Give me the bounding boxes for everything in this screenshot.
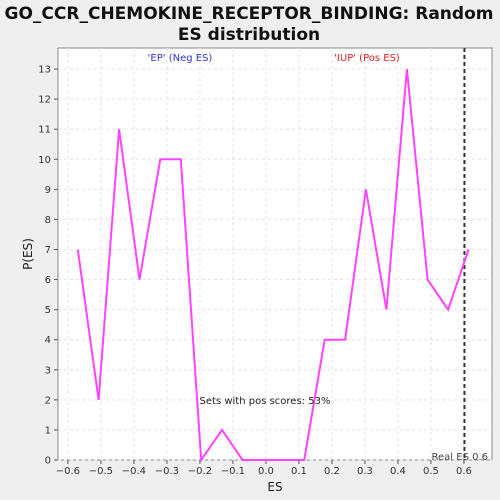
x-tick-label: −0.4	[122, 466, 146, 477]
chart-title-line-2: ES distribution	[178, 25, 320, 45]
pos-es-label: 'IUP' (Pos ES)	[334, 53, 400, 64]
x-tick-label: 0.6	[456, 466, 472, 477]
y-tick-label: 4	[45, 335, 51, 346]
y-axis-label: P(ES)	[21, 238, 35, 270]
axis-ticks: −0.6 −0.5 −0.4 −0.3 −0.2 −0.1 0.0 0.1 0.2 0.3 0.4 0…	[38, 65, 472, 477]
x-tick-label: 0.2	[324, 466, 340, 477]
y-tick-label: 7	[45, 245, 51, 256]
x-tick-label: −0.6	[56, 466, 80, 477]
y-tick-label: 9	[45, 185, 51, 196]
y-tick-label: 3	[45, 365, 51, 376]
y-tick-label: 10	[38, 155, 51, 166]
y-tick-label: 13	[38, 65, 51, 76]
grid-lines	[58, 48, 492, 461]
x-tick-label: 0.1	[291, 466, 307, 477]
chart-title-line-1: GO_CCR_CHEMOKINE_RECEPTOR_BINDING: Rando…	[5, 4, 494, 24]
plot-area	[57, 47, 493, 461]
real-es-label: Real ES 0.6	[432, 452, 488, 463]
x-tick-label: −0.3	[155, 466, 179, 477]
y-tick-label: 12	[38, 95, 51, 106]
neg-es-label: 'EP' (Neg ES)	[148, 53, 213, 64]
pos-scores-label: Sets with pos scores: 53%	[200, 396, 331, 407]
y-tick-label: 11	[38, 125, 51, 136]
series-line	[76, 69, 470, 463]
y-tick-label: 0	[45, 456, 51, 467]
x-tick-label: 0.5	[423, 466, 439, 477]
x-tick-label: −0.5	[89, 466, 113, 477]
y-tick-label: 5	[45, 305, 51, 316]
y-tick-label: 2	[45, 395, 51, 406]
x-tick-label: −0.2	[188, 466, 212, 477]
x-tick-label: 0.3	[357, 466, 373, 477]
y-tick-label: 1	[45, 425, 51, 436]
x-tick-label: 0.0	[258, 466, 274, 477]
x-tick-label: −0.1	[221, 466, 245, 477]
x-axis-label: ES	[267, 480, 282, 494]
x-tick-label: 0.4	[390, 466, 406, 477]
y-tick-label: 6	[45, 275, 51, 286]
y-tick-label: 8	[45, 215, 51, 226]
